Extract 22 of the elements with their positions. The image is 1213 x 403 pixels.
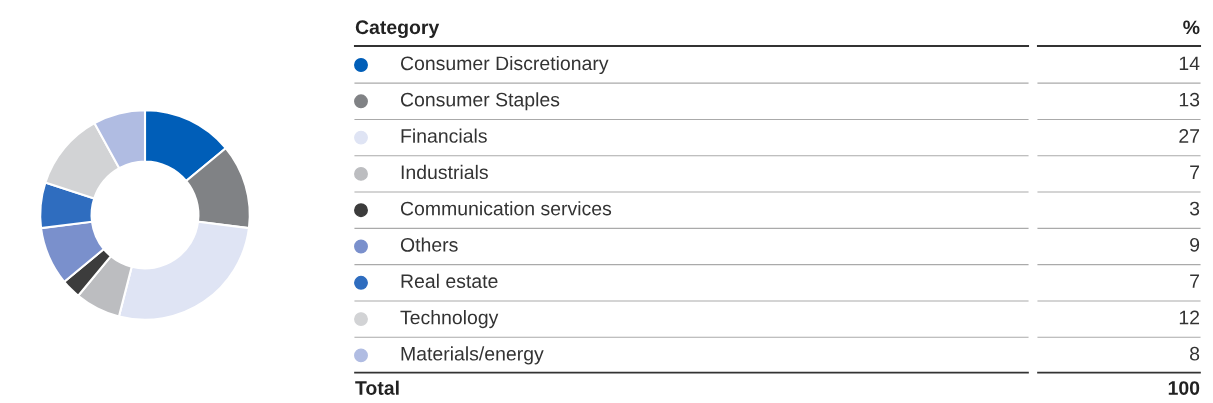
text: Category: [355, 20, 440, 39]
data-label: 7: [1190, 165, 1200, 179]
data-label: 7: [1190, 274, 1200, 288]
legend-label: Technology: [400, 310, 499, 329]
legend-label: Consumer Staples: [400, 92, 560, 111]
text: Total: [355, 380, 399, 395]
data-label: 9: [1190, 237, 1200, 252]
data-label: 13: [1179, 92, 1200, 107]
data-label: 8: [1190, 346, 1200, 361]
legend-label: Communication services: [400, 201, 612, 216]
legend-label: Real estate: [401, 273, 498, 289]
legend-label: Materials/energy: [401, 346, 544, 365]
data-label: 14: [1179, 56, 1200, 71]
data-label: 3: [1189, 201, 1200, 216]
legend-label: Consumer Discretionary: [400, 55, 609, 75]
text: 100: [1168, 381, 1200, 395]
legend-label: Financials: [401, 128, 487, 143]
data-label: 12: [1179, 310, 1200, 325]
legend-label: Industrials: [401, 164, 488, 180]
data-label: 27: [1179, 129, 1200, 143]
legend-label: Others: [400, 237, 458, 252]
text: %: [1183, 20, 1200, 35]
